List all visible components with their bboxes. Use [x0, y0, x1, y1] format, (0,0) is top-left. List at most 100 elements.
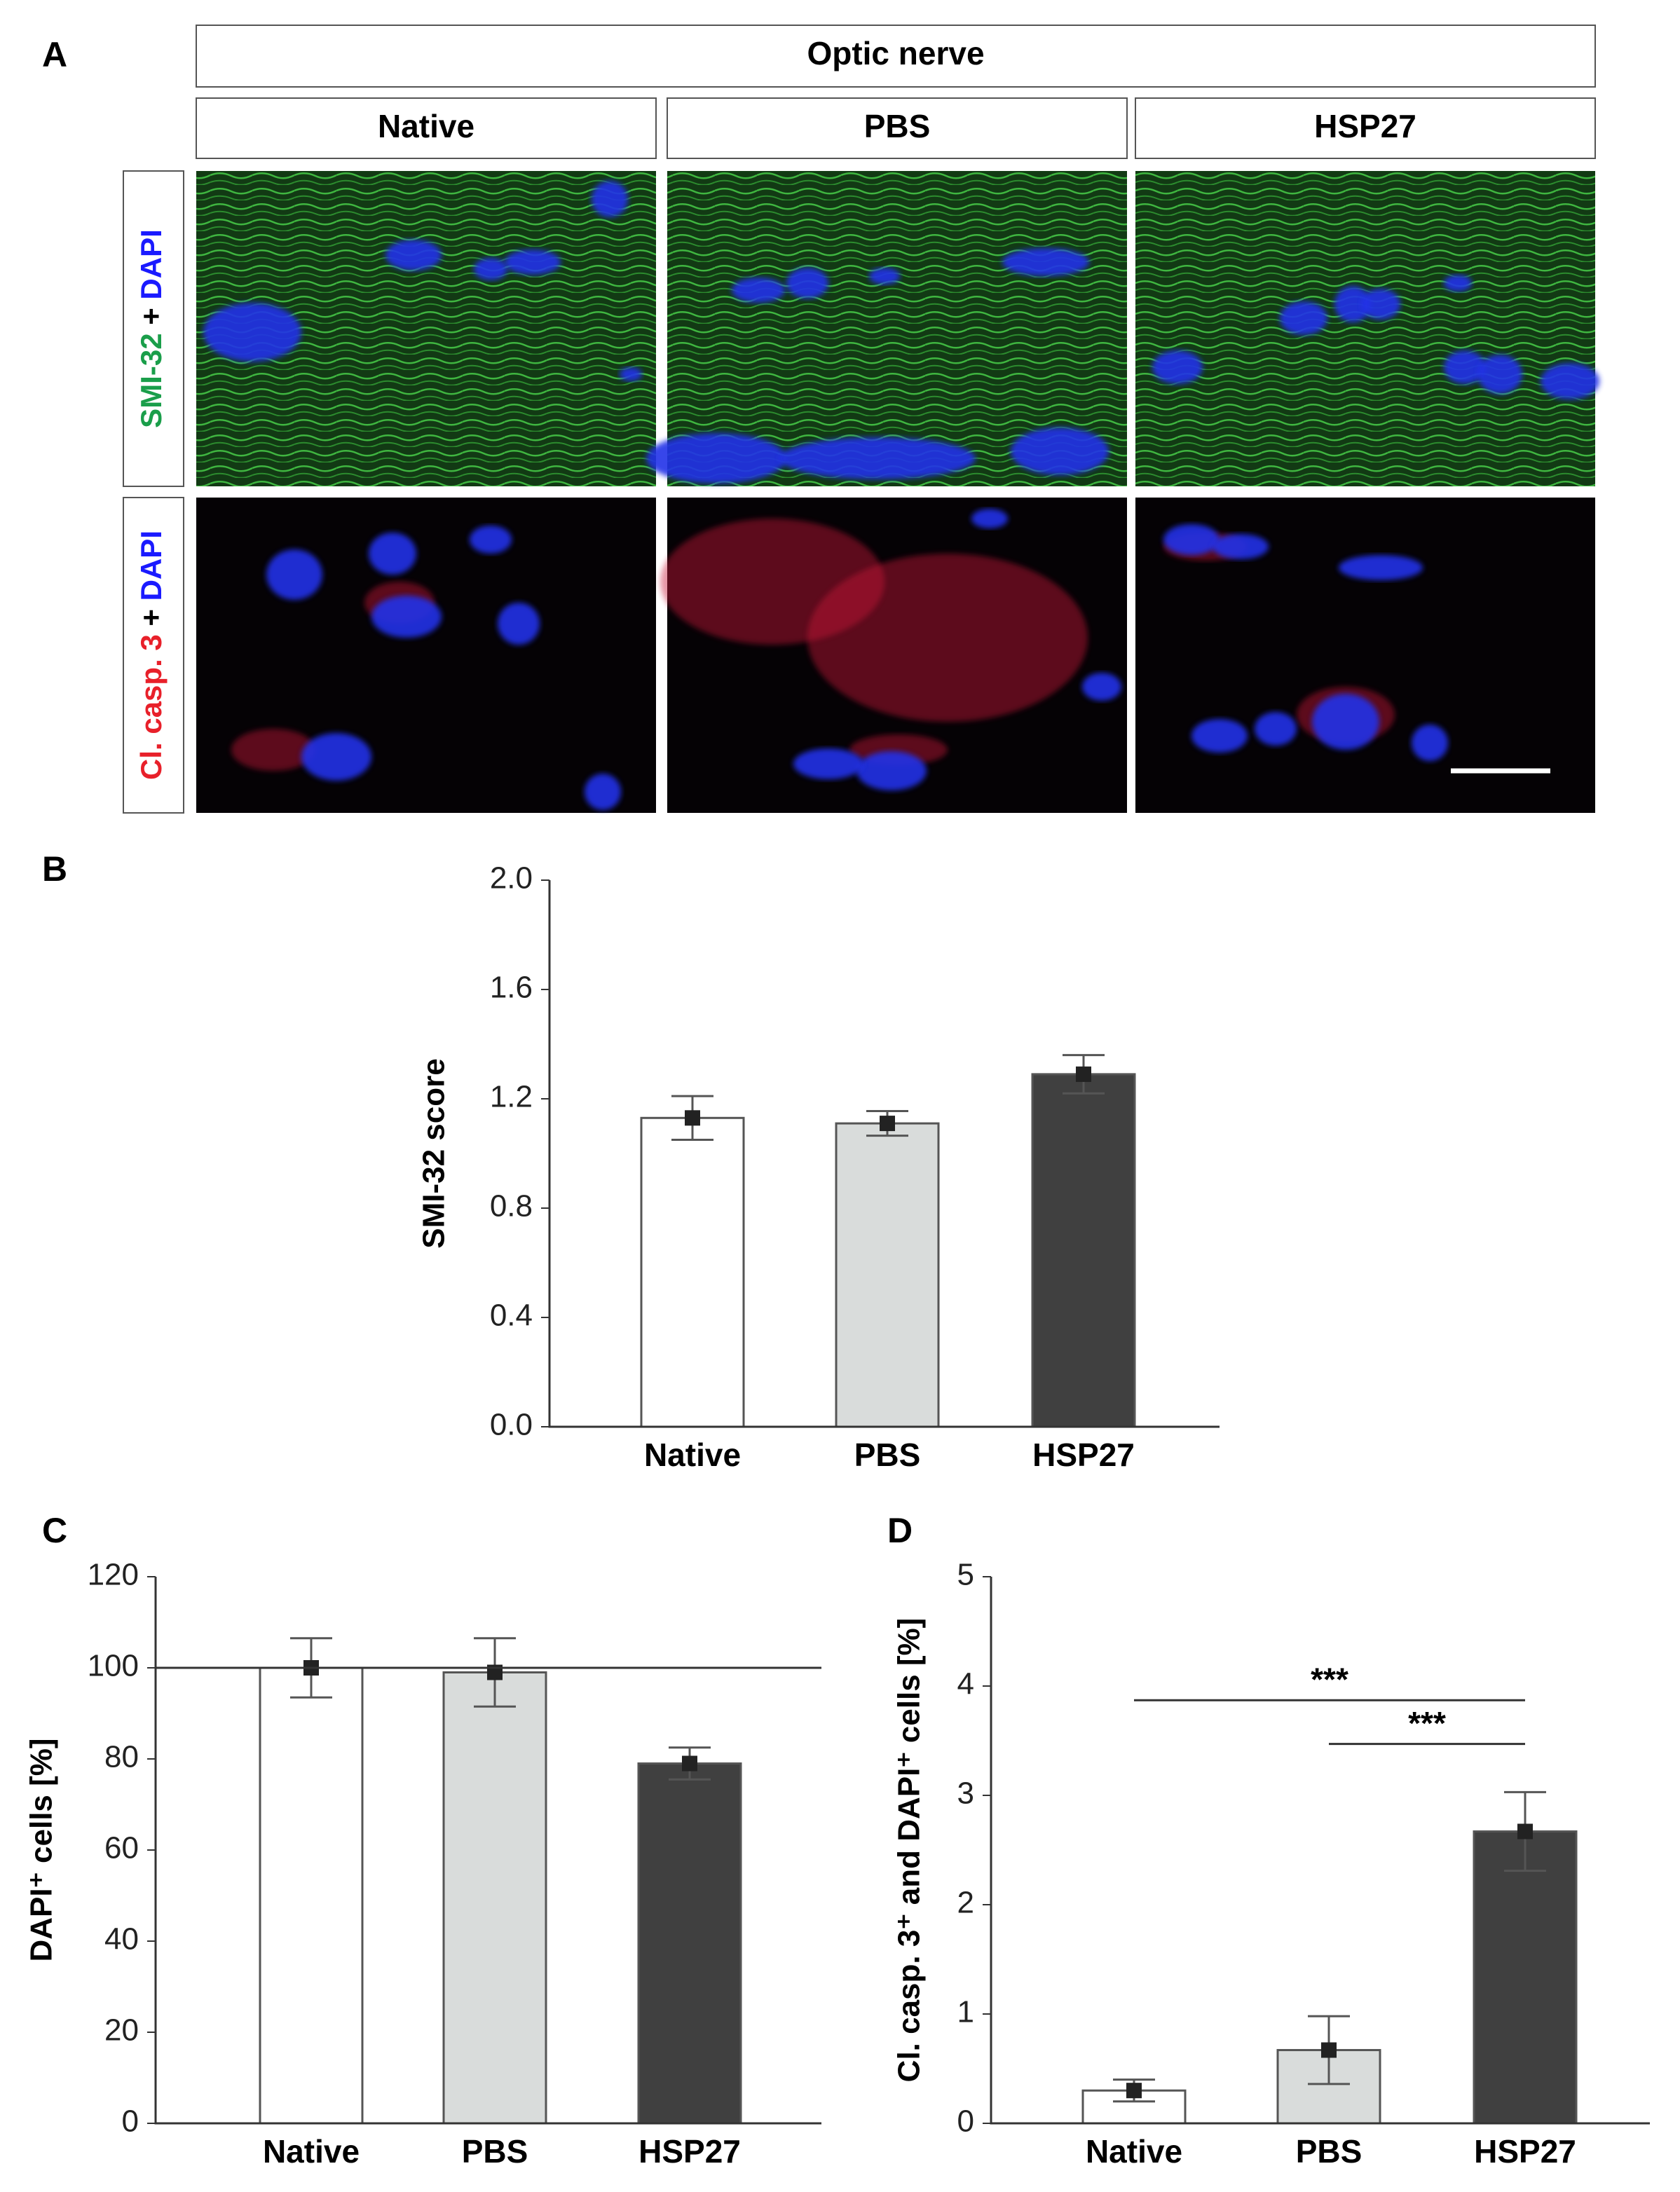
y-tick-label: 1.6	[490, 971, 533, 1005]
nucleus	[1334, 286, 1371, 322]
nucleus	[1312, 694, 1379, 750]
y-tick-label: 2	[957, 1886, 974, 1920]
y-tick-label: 60	[104, 1831, 139, 1865]
axes	[154, 1577, 821, 2125]
column-header-box	[196, 97, 657, 159]
y-tick-label: 20	[104, 2013, 139, 2048]
y-tick-label: 1.2	[490, 1080, 533, 1114]
row-label: SMI-32 + DAPI	[135, 229, 168, 428]
nucleus	[1163, 524, 1220, 555]
y-tick-label: 4	[957, 1667, 974, 1701]
bar	[1473, 1830, 1578, 2125]
bar	[640, 1116, 745, 1428]
nucleus	[732, 278, 785, 303]
x-tick-label: Native	[1086, 2133, 1182, 2170]
nucleus	[1255, 712, 1297, 746]
row-label-part: DAPI	[135, 229, 168, 299]
row-label: Cl. casp. 3 + DAPI	[135, 530, 168, 780]
row-label-part: Cl. casp. 3	[135, 634, 168, 780]
nucleus	[620, 367, 642, 381]
nucleus	[498, 603, 540, 645]
nucleus	[385, 240, 442, 270]
y-axis-label: DAPI⁺ cells [%]	[25, 1738, 59, 1961]
panel-label: A	[42, 35, 67, 74]
panel-label: D	[887, 1511, 913, 1550]
micrograph	[1135, 171, 1595, 486]
column-header-box	[667, 97, 1128, 159]
row-label-box	[123, 497, 184, 814]
panel-title: Optic nerve	[807, 35, 984, 71]
y-tick-label: 80	[104, 1740, 139, 1774]
nucleus	[203, 303, 301, 362]
y-tick-label: 3	[957, 1776, 974, 1811]
nucleus	[1191, 719, 1248, 753]
nucleus	[971, 509, 1008, 528]
y-axis-label: Cl. casp. 3⁺ and DAPI⁺ cells [%]	[892, 1618, 927, 2083]
nucleus	[1444, 275, 1472, 292]
x-tick-label: PBS	[854, 1437, 921, 1473]
bar	[1031, 1073, 1136, 1428]
nucleus	[1082, 673, 1121, 701]
nucleus	[301, 733, 371, 781]
x-tick-label: Native	[644, 1437, 741, 1473]
significance-label: ***	[1408, 1705, 1446, 1741]
y-tick-label: 100	[88, 1649, 139, 1683]
nucleus	[369, 533, 416, 575]
nucleus	[1002, 248, 1089, 276]
nucleus	[470, 526, 512, 554]
nucleus	[856, 751, 927, 790]
nucleus	[371, 596, 442, 638]
bar	[259, 1666, 364, 2125]
nucleus	[1152, 350, 1203, 384]
mean-marker	[1076, 1066, 1091, 1082]
y-tick-label: 0.4	[490, 1299, 533, 1333]
x-tick-label: HSP27	[1474, 2133, 1576, 2170]
nucleus	[1541, 363, 1599, 399]
x-tick-label: PBS	[462, 2133, 528, 2170]
column-header-box	[1135, 97, 1596, 159]
bar	[637, 1762, 742, 2125]
nucleus	[1444, 350, 1486, 384]
mean-marker	[685, 1110, 700, 1126]
y-tick-label: 2.0	[490, 861, 533, 896]
stain	[231, 729, 315, 771]
nucleus	[646, 433, 786, 484]
mean-marker	[1321, 2042, 1337, 2058]
x-tick-label: PBS	[1296, 2133, 1363, 2170]
x-tick-label: HSP27	[1032, 1437, 1135, 1473]
axes	[990, 1577, 1650, 2125]
nucleus	[786, 268, 828, 299]
mean-marker	[880, 1116, 895, 1132]
panel-label: B	[42, 849, 67, 889]
nucleus	[1011, 427, 1109, 475]
bar	[442, 1671, 547, 2125]
column-header: PBS	[864, 108, 931, 144]
mean-marker	[1517, 1823, 1533, 1840]
y-tick-label: 5	[957, 1558, 974, 1592]
y-tick-label: 1	[957, 1995, 974, 2029]
column-header: Native	[378, 108, 474, 144]
stain	[807, 554, 1088, 722]
nucleus	[266, 549, 322, 600]
nucleus	[585, 774, 621, 810]
x-tick-label: Native	[263, 2133, 360, 2170]
row-label-part: +	[135, 601, 168, 634]
y-tick-label: 0.0	[490, 1408, 533, 1442]
panel-label: C	[42, 1511, 67, 1550]
nucleus	[1477, 355, 1522, 394]
nucleus	[869, 268, 900, 285]
nucleus	[505, 249, 561, 275]
nucleus	[1213, 534, 1269, 559]
row-label-part: DAPI	[135, 530, 168, 601]
bar	[1276, 2048, 1381, 2125]
nucleus	[1280, 301, 1327, 335]
row-label-part: SMI-32	[135, 333, 168, 427]
y-tick-label: 40	[104, 1922, 139, 1957]
nucleus	[779, 437, 976, 479]
y-tick-label: 120	[88, 1558, 139, 1592]
nucleus	[1412, 725, 1448, 761]
mean-marker	[1126, 2083, 1142, 2099]
bar	[835, 1122, 940, 1428]
